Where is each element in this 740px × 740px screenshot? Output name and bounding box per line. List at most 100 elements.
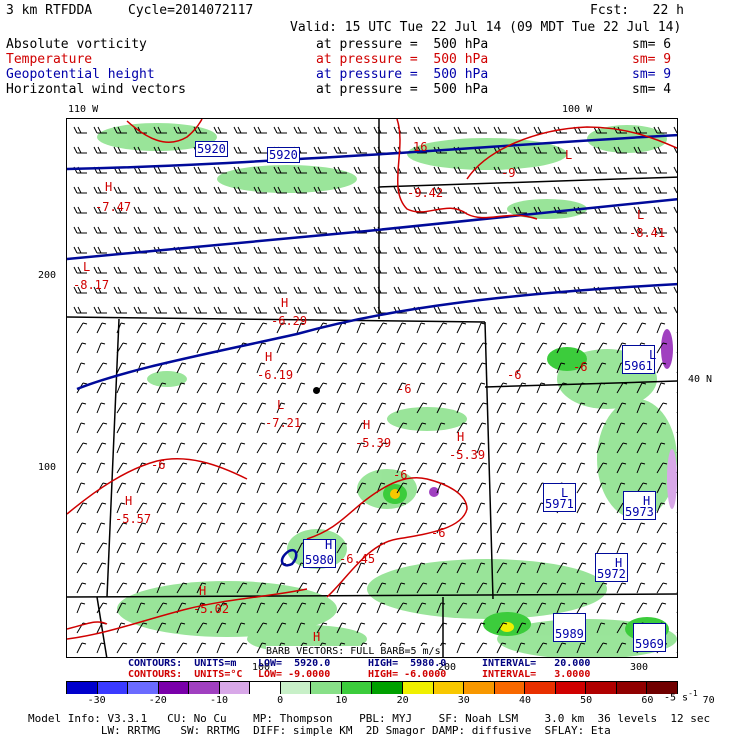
wind-barb [536, 422, 547, 434]
wind-barb [293, 286, 307, 294]
wind-barb [496, 482, 506, 494]
colorbar-swatch [189, 682, 220, 694]
temperature-label: -5.39 [355, 436, 392, 450]
wind-barb [536, 342, 548, 354]
wind-barb [493, 206, 507, 214]
colorbar-swatch [219, 682, 251, 694]
wind-barb [473, 286, 487, 294]
wind-barb [96, 342, 106, 354]
wind-barb [416, 542, 427, 554]
low-center-marker: L [565, 148, 573, 162]
wind-barb [116, 642, 128, 654]
wind-barb [156, 562, 167, 574]
wind-barb [93, 266, 107, 274]
wind-barb [236, 642, 248, 654]
contours-height-low: LOW= 5920.0 [258, 658, 331, 669]
wind-barb [576, 642, 586, 654]
wind-barb [653, 166, 667, 174]
wind-barb [236, 502, 246, 514]
wind-barb [536, 522, 548, 534]
wind-barb [116, 442, 126, 454]
high-center-marker: H [325, 538, 333, 552]
wind-barb [273, 266, 287, 274]
colorbar-tick-label: 20 [396, 695, 409, 706]
wind-barb [176, 382, 186, 394]
wind-barb [593, 166, 607, 174]
wind-barb [376, 342, 387, 354]
wind-barb [353, 266, 367, 274]
wind-barb [356, 602, 367, 614]
wind-barb [596, 602, 607, 614]
wind-barb [496, 362, 506, 374]
wind-barb [476, 522, 488, 534]
wind-barb [516, 382, 527, 394]
wind-barb [273, 246, 287, 254]
wind-barb [96, 522, 106, 534]
wind-barb [456, 622, 467, 634]
wind-barb [476, 542, 487, 554]
wind-barb [173, 186, 187, 194]
wind-barb [433, 126, 447, 134]
height-label: 5920 [267, 147, 300, 163]
wind-barb [136, 522, 147, 534]
wind-barb [336, 502, 347, 514]
wind-barb [596, 342, 608, 354]
wind-barb [133, 206, 147, 214]
wind-barb [193, 126, 207, 134]
wind-barb [316, 402, 327, 414]
high-center-marker: H [363, 418, 371, 432]
field-level-geopotential: at pressure = 500 hPa [316, 67, 489, 82]
wind-barb [396, 322, 407, 334]
wind-barb [416, 422, 427, 434]
wind-barb [136, 382, 148, 394]
wind-barb [433, 166, 447, 174]
wind-barb [516, 422, 528, 434]
wind-barb [336, 582, 346, 594]
wind-barb [276, 542, 288, 554]
wind-barb [113, 226, 127, 234]
wind-barb [116, 422, 127, 434]
wind-barb [196, 382, 208, 394]
wind-barb [293, 306, 307, 314]
wind-barb [496, 622, 508, 634]
wind-barb [536, 602, 547, 614]
wind-barb [136, 462, 147, 474]
colorbar-tick-label: 0 [277, 695, 284, 706]
wind-barb [676, 431, 677, 433]
wind-barb [93, 186, 107, 194]
wind-barb [636, 462, 646, 474]
wind-barb [396, 362, 408, 374]
wind-barb [576, 402, 586, 414]
temperature-label: -7.47 [95, 200, 132, 214]
wind-barb [573, 266, 587, 274]
wind-barb [676, 411, 677, 413]
wind-barb [353, 286, 367, 294]
low-center-marker: L [637, 208, 645, 222]
wind-barb [616, 322, 628, 334]
wind-barb [533, 166, 547, 174]
wind-barb [116, 582, 128, 594]
wind-barb [173, 126, 187, 134]
field-sm-vorticity: sm= 6 [632, 37, 672, 52]
wind-barb [596, 642, 608, 654]
wind-barb [673, 186, 677, 194]
wind-barb [276, 602, 288, 614]
wind-barb [656, 322, 666, 334]
wind-barb [456, 642, 466, 654]
low-center-marker: L [83, 260, 91, 274]
wind-barb [556, 322, 568, 334]
wind-barb [353, 146, 367, 154]
wind-barb [373, 306, 387, 314]
wind-barb [136, 322, 148, 334]
wind-barb [233, 146, 247, 154]
wind-barb [296, 522, 308, 534]
wind-barb [156, 622, 167, 634]
wind-barb [356, 542, 367, 554]
wind-barb [373, 166, 387, 174]
wind-barb [133, 266, 147, 274]
wind-barb [396, 582, 406, 594]
wind-barb [116, 322, 126, 334]
lat-label-40n: 40 N [688, 374, 713, 385]
wind-barb [313, 266, 327, 274]
wind-barb [556, 602, 566, 614]
